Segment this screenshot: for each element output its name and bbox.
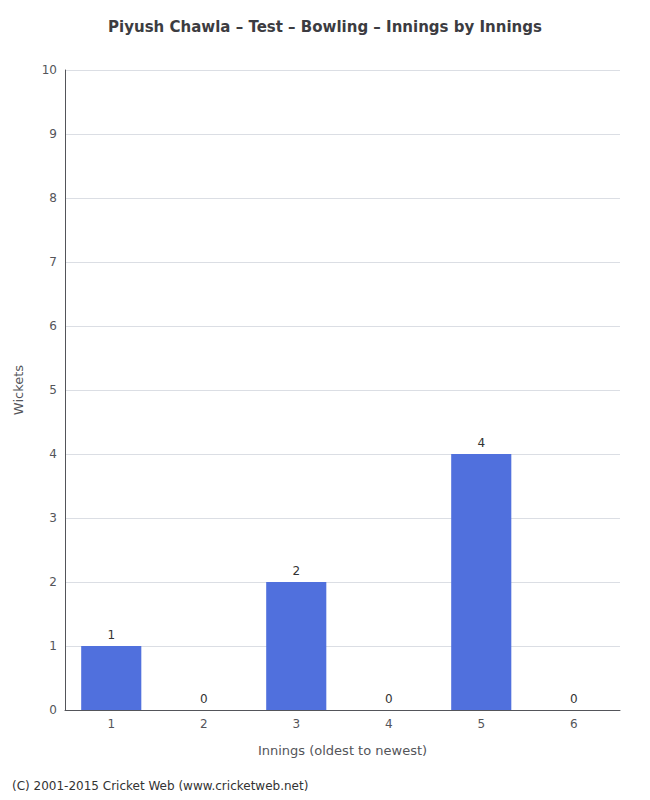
svg-text:Piyush Chawla – Test – Bowling: Piyush Chawla – Test – Bowling – Innings… bbox=[108, 18, 542, 36]
svg-text:0: 0 bbox=[200, 692, 208, 706]
svg-text:0: 0 bbox=[49, 703, 57, 717]
svg-text:6: 6 bbox=[49, 319, 57, 333]
svg-text:8: 8 bbox=[49, 191, 57, 205]
svg-text:3: 3 bbox=[292, 717, 300, 731]
svg-text:6: 6 bbox=[570, 717, 578, 731]
svg-text:3: 3 bbox=[49, 511, 57, 525]
svg-text:2: 2 bbox=[200, 717, 208, 731]
svg-text:10: 10 bbox=[42, 63, 57, 77]
svg-text:4: 4 bbox=[385, 717, 393, 731]
svg-text:1: 1 bbox=[107, 717, 115, 731]
svg-text:9: 9 bbox=[49, 127, 57, 141]
svg-text:Wickets: Wickets bbox=[11, 365, 26, 415]
svg-text:4: 4 bbox=[477, 436, 485, 450]
svg-text:4: 4 bbox=[49, 447, 57, 461]
svg-text:(C) 2001-2015 Cricket Web (www: (C) 2001-2015 Cricket Web (www.cricketwe… bbox=[12, 779, 308, 793]
svg-text:7: 7 bbox=[49, 255, 57, 269]
svg-text:0: 0 bbox=[570, 692, 578, 706]
svg-text:5: 5 bbox=[49, 383, 57, 397]
svg-text:2: 2 bbox=[49, 575, 57, 589]
svg-text:1: 1 bbox=[107, 628, 115, 642]
svg-text:1: 1 bbox=[49, 639, 57, 653]
svg-text:0: 0 bbox=[385, 692, 393, 706]
svg-text:2: 2 bbox=[292, 564, 300, 578]
svg-text:5: 5 bbox=[477, 717, 485, 731]
svg-text:Innings (oldest to newest): Innings (oldest to newest) bbox=[258, 743, 427, 758]
